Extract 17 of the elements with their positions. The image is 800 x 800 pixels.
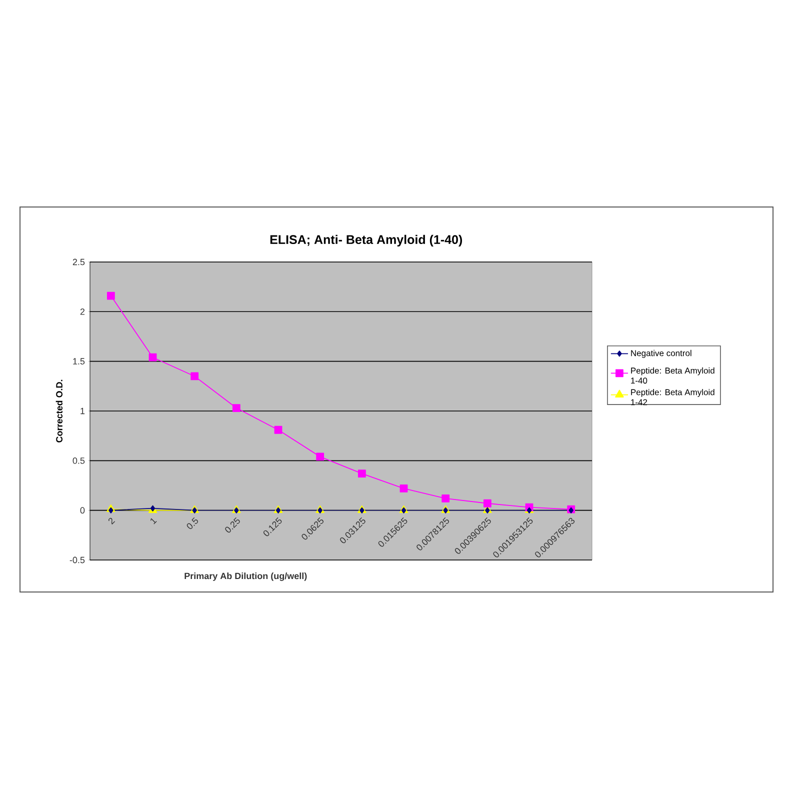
- x-axis-title: Primary Ab Dilution (ug/well): [184, 572, 307, 581]
- chart-title: ELISA; Anti- Beta Amyloid (1-40): [270, 234, 462, 246]
- y-tick-label: -0.5: [70, 556, 85, 564]
- legend-label: Peptide: Beta Amyloid 1-42: [631, 388, 714, 406]
- x-tick-label: 2: [108, 518, 116, 524]
- y-axis-title: Corrected O.D.: [56, 380, 62, 442]
- y-tick-label: 2: [80, 308, 85, 315]
- y-tick-label: 1: [80, 408, 85, 414]
- y-tick-label: 2.5: [72, 258, 85, 266]
- legend-label: Negative control: [631, 350, 692, 358]
- y-tick-label: 0: [80, 507, 85, 514]
- y-tick-label: 1.5: [73, 358, 85, 364]
- x-tick-label: 0.25: [225, 517, 240, 533]
- x-tick-label: 0.5: [186, 517, 198, 530]
- legend-label: Peptide: Beta Amyloid 1-40: [631, 367, 714, 384]
- y-tick-label: 0.5: [72, 457, 85, 464]
- x-tick-label: 1: [150, 518, 157, 524]
